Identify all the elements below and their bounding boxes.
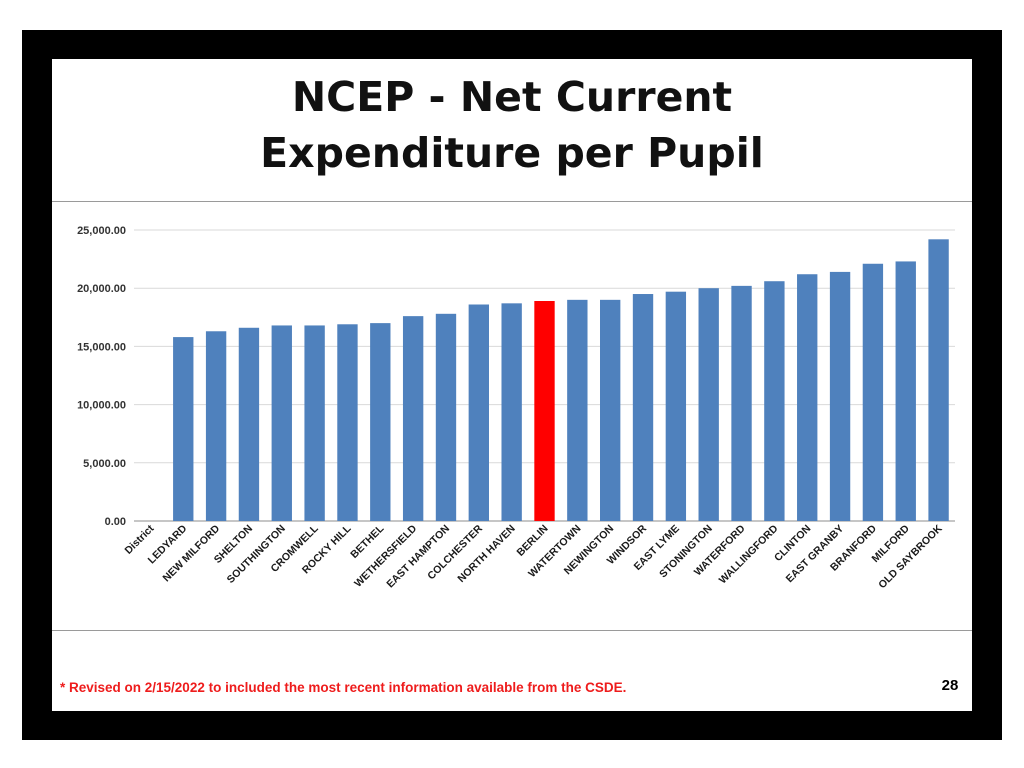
y-tick-label: 25,000.00 xyxy=(77,225,126,237)
x-tick-label: NORTH HAVEN xyxy=(455,523,517,585)
y-tick-label: 15,000.00 xyxy=(77,341,126,353)
y-tick-label: 0.00 xyxy=(105,516,126,528)
bar xyxy=(238,327,260,521)
x-tick-label: SOUTHINGTON xyxy=(225,523,288,586)
bar xyxy=(304,325,325,521)
slide-title: NCEP - Net Current Expenditure per Pupil xyxy=(52,69,972,181)
bar xyxy=(337,324,358,521)
bar xyxy=(567,299,588,521)
bar xyxy=(829,271,851,521)
bar xyxy=(665,291,687,521)
bar xyxy=(435,313,457,521)
bar xyxy=(501,303,522,521)
y-tick-label: 10,000.00 xyxy=(77,400,126,412)
bar xyxy=(928,239,949,521)
y-tick-label: 5,000.00 xyxy=(83,458,126,470)
x-tick-label: OLD SAYBROOK xyxy=(876,522,945,591)
bar xyxy=(271,325,292,521)
chart-panel: 0.00 5,000.00 10,000.00 15,000.00 20,000.00 2… xyxy=(52,201,972,631)
bar xyxy=(370,323,391,521)
title-line-1: NCEP - Net Current xyxy=(291,73,733,121)
bar xyxy=(698,288,719,521)
x-tick-label: WALLINGFORD xyxy=(717,522,781,586)
y-tick-label: 20,000.00 xyxy=(77,283,126,295)
bar xyxy=(468,304,490,521)
bar xyxy=(764,281,785,521)
bar xyxy=(797,274,818,521)
title-line-2: Expenditure per Pupil xyxy=(260,129,764,177)
bar xyxy=(632,294,654,521)
bar xyxy=(895,261,916,521)
bar xyxy=(534,301,555,521)
bar xyxy=(402,316,424,521)
bar xyxy=(173,337,194,521)
bar xyxy=(599,299,621,521)
bar xyxy=(862,263,884,521)
bar xyxy=(205,331,227,521)
revision-footnote: * Revised on 2/15/2022 to included the m… xyxy=(60,680,627,695)
x-tick-label: NEW MILFORD xyxy=(161,522,223,584)
page-number: 28 xyxy=(941,677,959,694)
bar xyxy=(731,285,752,521)
bar-chart: 0.00 5,000.00 10,000.00 15,000.00 20,000.00 2… xyxy=(77,225,955,591)
x-tick-label: EAST GRANBY xyxy=(784,523,847,586)
